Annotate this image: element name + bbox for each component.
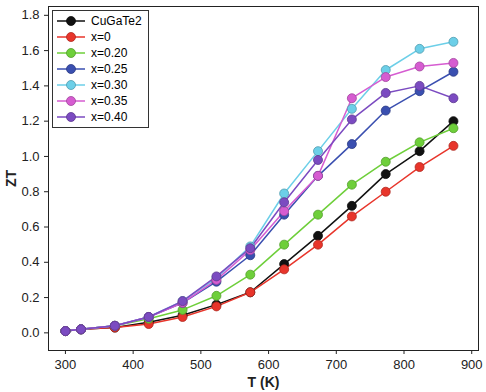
svg-text:400: 400 [122,357,144,372]
svg-text:1.0: 1.0 [21,149,39,164]
html-text:x=0.25: x=0.25 [91,62,128,76]
svg-text:600: 600 [258,357,280,372]
svg-text:800: 800 [393,357,415,372]
svg-text:900: 900 [461,357,483,372]
html-text:x=0: x=0 [91,30,111,44]
svg-text:T (K): T (K) [248,374,280,390]
svg-text:0.0: 0.0 [21,325,39,340]
html-text:x=0.20: x=0.20 [91,46,128,60]
svg-text:1.4: 1.4 [21,78,39,93]
svg-text:0.2: 0.2 [21,290,39,305]
svg-text:300: 300 [55,357,77,372]
html-text:x=0.40: x=0.40 [91,110,128,124]
html-text:x=0.35: x=0.35 [91,94,128,108]
svg-text:700: 700 [325,357,347,372]
svg-text:0.6: 0.6 [21,219,39,234]
svg-text:ZT: ZT [3,170,19,188]
svg-text:0.4: 0.4 [21,254,39,269]
html-text:x=0.30: x=0.30 [91,78,128,92]
svg-text:0.8: 0.8 [21,184,39,199]
svg-text:500: 500 [190,357,212,372]
svg-text:1.6: 1.6 [21,43,39,58]
html-text:CuGaTe2: CuGaTe2 [91,14,142,28]
svg-text:1.2: 1.2 [21,113,39,128]
svg-text:1.8: 1.8 [21,7,39,22]
